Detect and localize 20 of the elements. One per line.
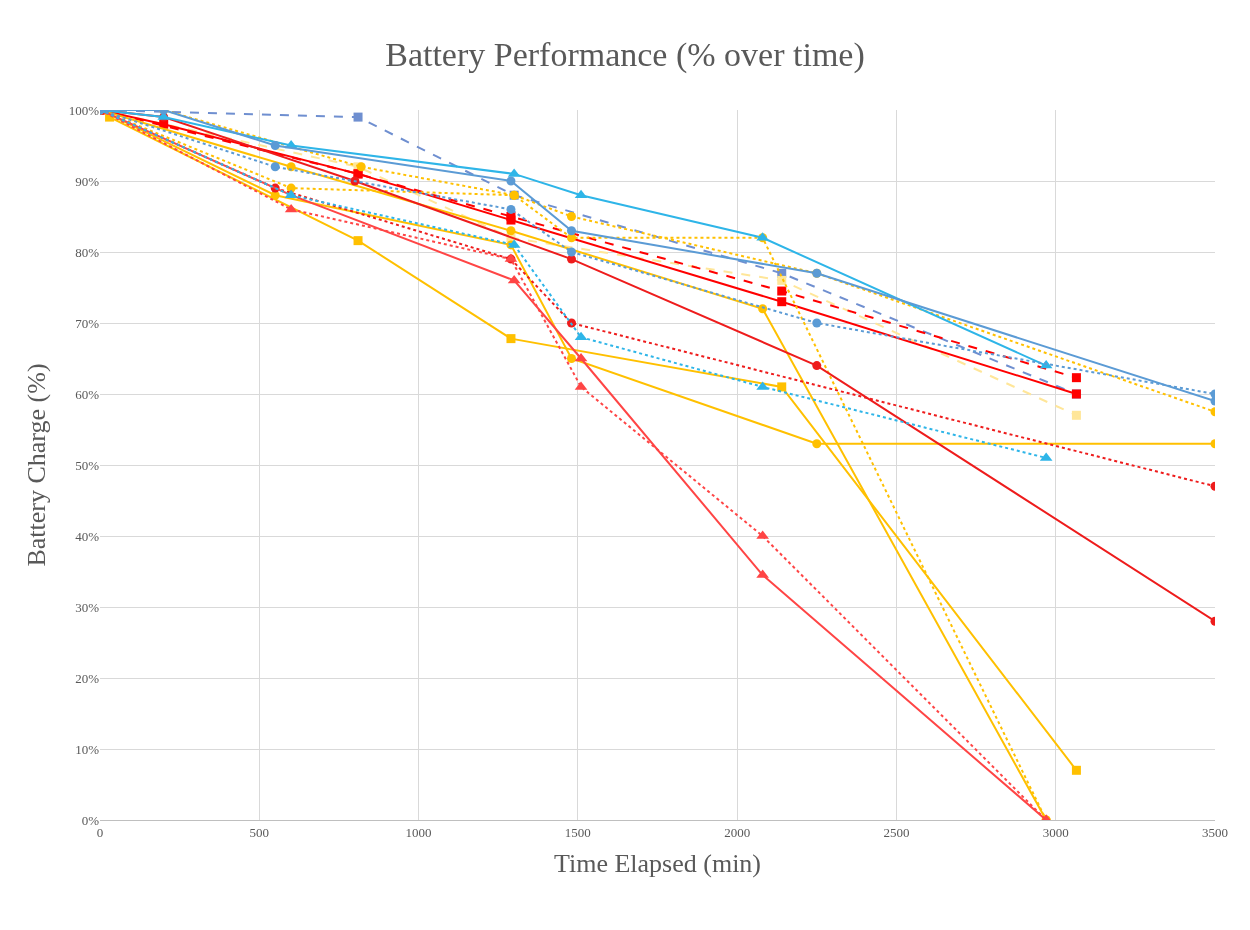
x-tick-label: 2500 (883, 824, 910, 840)
x-tick-label: 1500 (564, 824, 591, 840)
chart-title: Battery Performance (% over time) (385, 35, 865, 74)
y-tick-label: 40% (75, 528, 100, 544)
x-tick-label: 1000 (405, 824, 432, 840)
x-axis-title: Time Elapsed (min) (553, 849, 762, 879)
x-tick-label: 500 (249, 824, 270, 840)
y-tick-label: 80% (75, 244, 100, 260)
y-tick-label: 70% (75, 315, 100, 331)
y-tick-label: 60% (75, 386, 100, 402)
x-tick-label: 2000 (724, 824, 751, 840)
y-tick-label: 100% (68, 102, 100, 118)
y-tick-label: 50% (75, 457, 100, 473)
y-tick-label: 10% (75, 741, 100, 757)
y-tick-label: 90% (75, 173, 100, 189)
y-axis-title: Battery Charge (%) (22, 363, 52, 567)
y-tick-label: 30% (75, 599, 100, 615)
x-tick-label: 3000 (1042, 824, 1069, 840)
x-tick-label: 3500 (1202, 824, 1228, 840)
y-tick-label: 20% (75, 670, 100, 686)
